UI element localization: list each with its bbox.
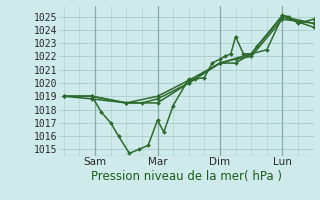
X-axis label: Pression niveau de la mer( hPa ): Pression niveau de la mer( hPa ) (91, 170, 282, 183)
